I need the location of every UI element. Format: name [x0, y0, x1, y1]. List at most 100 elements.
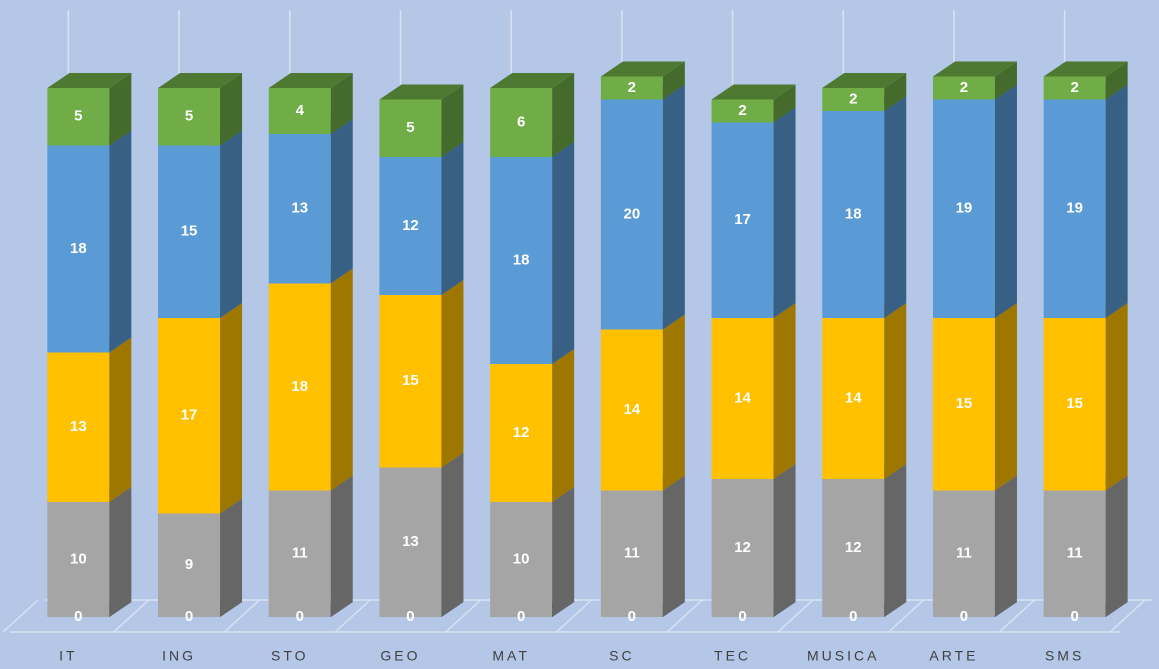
data-label: 18: [70, 240, 87, 257]
bar-segment: [490, 487, 575, 617]
data-label: 15: [1066, 395, 1083, 412]
bar-segment: [932, 84, 1017, 318]
x-tick-label: MUSICA: [807, 648, 879, 664]
bar-side: [330, 73, 353, 134]
bar-side: [441, 142, 464, 295]
bar-front: [711, 122, 774, 318]
bar-top: [932, 61, 1017, 77]
bar-top: [158, 73, 243, 88]
bar-segment: [1043, 475, 1128, 617]
bar-top: [47, 73, 132, 88]
bar-front: [268, 283, 331, 491]
bar-segment: [600, 61, 685, 100]
bar-side: [994, 84, 1017, 318]
floor-divider: [666, 599, 703, 633]
data-label: 0: [738, 608, 746, 625]
data-label: 11: [1067, 545, 1083, 562]
bar-segment: [932, 303, 1017, 491]
x-tick-label: ING: [162, 648, 196, 664]
bar-side: [220, 498, 243, 617]
bar-segment: [268, 73, 353, 134]
data-label: 14: [845, 389, 862, 406]
data-label: 9: [185, 556, 193, 573]
x-tick-label: SC: [609, 648, 634, 664]
bar-side: [662, 475, 685, 617]
data-label: 0: [74, 608, 82, 625]
bar-front: [1043, 99, 1106, 318]
bar-segment: [490, 73, 575, 157]
floor-divider: [445, 599, 482, 633]
bar-side: [994, 61, 1017, 100]
data-label: 0: [406, 608, 414, 625]
data-label: 13: [291, 200, 308, 217]
floor-divider: [2, 599, 39, 633]
data-label: 12: [734, 539, 751, 556]
bar-front: [268, 88, 331, 134]
bar-front: [822, 111, 885, 318]
x-tick-label: STO: [271, 648, 309, 664]
bar-front: [490, 364, 553, 502]
bar-side: [884, 303, 907, 479]
data-label: 5: [74, 108, 82, 125]
floor-divider: [998, 599, 1035, 633]
bar-side: [441, 280, 464, 468]
bar-segment: [600, 314, 685, 491]
bar-segment: [379, 452, 464, 617]
data-label: 13: [402, 533, 419, 550]
bar-front: [711, 479, 774, 617]
data-label: 11: [292, 545, 308, 562]
bar-side: [552, 142, 575, 364]
bar-front: [47, 502, 110, 617]
bar-segment: [711, 464, 796, 617]
bar-front: [158, 88, 221, 146]
data-label: 0: [185, 608, 193, 625]
data-label: 0: [628, 608, 636, 625]
bar-segment: [379, 280, 464, 468]
bar-front: [1043, 76, 1106, 100]
data-label: 18: [513, 251, 530, 268]
data-label: 18: [291, 378, 308, 395]
bar-front: [711, 318, 774, 479]
bar-segment: [268, 475, 353, 617]
bar-front: [600, 329, 663, 491]
bar-top: [822, 73, 907, 88]
bar-front: [47, 145, 110, 353]
data-label: 11: [956, 545, 972, 562]
bar-front: [158, 513, 221, 617]
bar-side: [330, 268, 353, 491]
bar-side: [109, 130, 132, 353]
bar-segment: [490, 349, 575, 502]
x-tick-label: GEO: [380, 648, 420, 664]
bar-segment: [822, 464, 907, 617]
data-label: 17: [734, 211, 751, 228]
data-label: 19: [1066, 200, 1083, 217]
data-label: 0: [849, 608, 857, 625]
floor-divider: [223, 599, 260, 633]
bar-side: [330, 475, 353, 617]
bar-side: [1105, 475, 1128, 617]
bar-front: [379, 467, 442, 617]
data-label: 0: [960, 608, 968, 625]
bar-side: [220, 130, 243, 318]
bar-segment: [158, 303, 243, 514]
bar-segment: [158, 130, 243, 318]
data-label: 5: [185, 108, 193, 125]
x-tick-label: ARTE: [929, 648, 978, 664]
bar-front: [490, 88, 553, 157]
bar-front: [1043, 490, 1106, 617]
bar-side: [441, 84, 464, 157]
bar-front: [490, 157, 553, 364]
bar-segment: [711, 84, 796, 123]
bar-top: [1043, 61, 1128, 77]
bar-front: [822, 88, 885, 111]
bar-segment: [822, 96, 907, 318]
data-label: 15: [181, 223, 198, 240]
data-label: 10: [513, 550, 530, 567]
floor-divider: [555, 599, 593, 633]
bar-side: [330, 119, 353, 284]
bar-front: [932, 318, 995, 491]
bar-front: [932, 490, 995, 617]
data-label: 12: [402, 217, 419, 234]
bar-front: [600, 76, 663, 100]
